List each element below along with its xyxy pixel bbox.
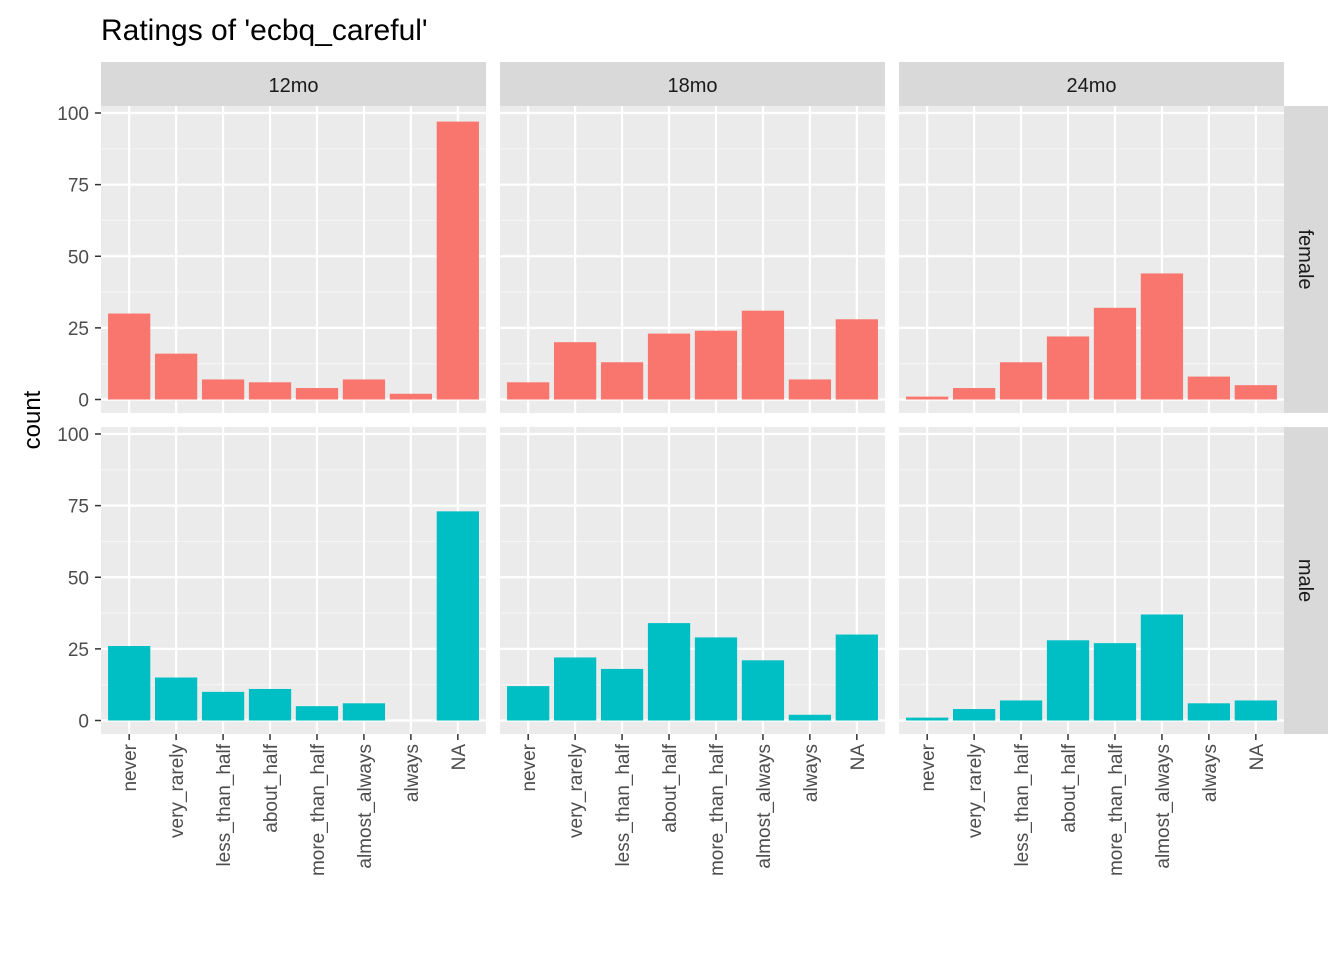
x-tick-label: almost_always [355, 744, 376, 869]
x-tick-label: more_than_half [707, 743, 728, 876]
x-tick-label: always [801, 744, 822, 802]
x-tick-label: more_than_half [308, 743, 329, 876]
x-tick-label: never [918, 743, 939, 791]
y-tick-label: 0 [78, 712, 89, 733]
bar [1187, 376, 1231, 400]
bar [248, 688, 292, 721]
x-tick-label: about_half [261, 743, 282, 832]
chart-title: Ratings of 'ecbq_careful' [101, 14, 428, 47]
x-tick-label: always [402, 744, 423, 802]
bar [507, 382, 550, 400]
bar [952, 709, 996, 721]
facet-strip-label: 24mo [1066, 75, 1116, 97]
bar [788, 379, 832, 400]
facet-strip-label: male [1294, 559, 1316, 602]
bar [295, 706, 339, 721]
bar [1187, 703, 1231, 721]
y-axis-title: count [19, 390, 46, 449]
bar [201, 691, 245, 721]
bar [741, 310, 785, 400]
y-tick-label: 25 [68, 640, 89, 661]
bar [342, 703, 386, 721]
x-tick-label: almost_always [1153, 744, 1174, 869]
bar [201, 379, 245, 400]
x-tick-label: never [120, 743, 141, 791]
bar [694, 637, 738, 721]
x-tick-label: very_rarely [566, 744, 587, 838]
bar [389, 393, 433, 400]
bar [694, 330, 738, 400]
bar [436, 121, 479, 400]
x-tick-label: less_than_half [613, 743, 634, 866]
bar [1140, 614, 1184, 721]
bar [741, 660, 785, 721]
y-tick-label: 50 [68, 568, 89, 589]
bar [835, 319, 878, 400]
x-tick-label: about_half [1059, 743, 1080, 832]
y-tick-label: 50 [68, 247, 89, 268]
bar [108, 313, 151, 400]
bar [952, 388, 996, 400]
facet-strip-label: female [1294, 229, 1316, 289]
bar [553, 342, 597, 400]
bar [108, 646, 151, 721]
bar [342, 379, 386, 400]
facet-strip-row [1284, 106, 1328, 413]
x-tick-label: about_half [660, 743, 681, 832]
facet-strip-label: 18mo [667, 75, 717, 97]
facet-strip-label: 12mo [268, 75, 318, 97]
x-tick-label: never [519, 743, 540, 791]
bar [436, 511, 479, 721]
bar [1234, 700, 1277, 721]
bar [1140, 273, 1184, 400]
facet-strip-column [500, 62, 885, 106]
bar [1046, 640, 1090, 721]
bar [999, 362, 1043, 400]
x-tick-label: more_than_half [1106, 743, 1127, 876]
y-tick-label: 75 [68, 497, 89, 518]
x-tick-label: less_than_half [214, 743, 235, 866]
bar [295, 388, 339, 400]
y-tick-label: 100 [57, 104, 89, 125]
facet-strip-column [101, 62, 486, 106]
x-tick-label: very_rarely [965, 744, 986, 838]
x-tick-label: always [1200, 744, 1221, 802]
bar [788, 714, 832, 721]
plot-area: 12mo 18mo 24mo female male 0 25 50 75 100 0 25 50 75 1… [57, 62, 1328, 876]
y-tick-label: 100 [57, 425, 89, 446]
bar [1234, 385, 1277, 400]
x-tick-label: NA [1247, 744, 1268, 771]
y-tick-label: 25 [68, 319, 89, 340]
x-tick-label: very_rarely [167, 744, 188, 838]
x-tick-label: less_than_half [1012, 743, 1033, 866]
bar [1093, 643, 1137, 721]
y-tick-label: 0 [78, 391, 89, 412]
facet-strip-row [1284, 427, 1328, 734]
bar [154, 677, 198, 721]
bar [1046, 336, 1090, 400]
x-tick-label: almost_always [754, 744, 775, 869]
bar [154, 353, 198, 400]
x-tick-label: NA [449, 744, 470, 771]
bar [906, 396, 949, 400]
y-tick-label: 75 [68, 176, 89, 197]
bar [835, 634, 878, 721]
bar [906, 717, 949, 721]
bar [647, 333, 691, 400]
panel-background [899, 106, 1284, 413]
bar [1093, 307, 1137, 400]
facet-strip-column [899, 62, 1284, 106]
bar [647, 623, 691, 721]
bar [600, 362, 644, 400]
bar [248, 382, 292, 400]
x-tick-label: NA [848, 744, 869, 771]
bar [999, 700, 1043, 721]
panel-background [899, 427, 1284, 734]
bar [553, 657, 597, 721]
bar [507, 686, 550, 721]
bar [600, 668, 644, 721]
